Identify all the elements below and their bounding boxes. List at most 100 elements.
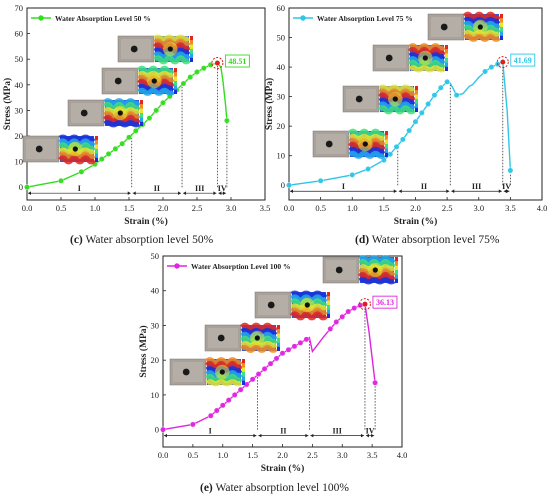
- strain-field-colorbar-seg: [385, 152, 388, 157]
- stage-label: II: [421, 182, 427, 191]
- strain-field-band: [153, 34, 191, 42]
- data-point: [399, 136, 406, 143]
- strain-field-colorbar-seg: [415, 99, 418, 104]
- y-tick-label: 50: [277, 33, 286, 43]
- stage-arrow-head: [365, 433, 369, 438]
- chart-d: 0.0 0.5 1.0 1.5 2.0 2.5 3.0 3.5 4.0 0 10 20 30 40 50 60…: [264, 3, 547, 227]
- x-tick-label: 0.5: [56, 203, 67, 213]
- strain-field-band: [136, 65, 176, 75]
- inset-photo-d-2: [342, 84, 418, 115]
- data-point: [345, 308, 352, 315]
- caption-c: (c) Water absorption level 50%: [70, 234, 213, 246]
- stage-arrow-head: [503, 189, 507, 194]
- strain-field-band: [463, 33, 501, 42]
- stage-label: I: [78, 184, 81, 193]
- data-point: [187, 74, 194, 81]
- data-point: [406, 127, 413, 134]
- strain-field-colorbar-seg: [174, 76, 177, 81]
- strain-field-colorbar-seg: [327, 300, 330, 305]
- data-point: [327, 326, 334, 332]
- stage-arrow-head: [446, 189, 450, 194]
- strain-field-colorbar-seg: [190, 44, 193, 49]
- x-tick-label: 0.5: [188, 450, 199, 460]
- y-tick-label: 60: [277, 3, 286, 13]
- inset-photo-e-4: [322, 255, 398, 285]
- x-tick-label: 1.5: [247, 450, 258, 460]
- data-point: [333, 319, 340, 325]
- data-point: [425, 101, 432, 107]
- x-tick-label: 2.5: [192, 203, 203, 213]
- data-point: [146, 115, 153, 121]
- data-point: [207, 412, 214, 419]
- stage-arrow-head: [183, 191, 187, 195]
- legend-label: Water Absorption Level 75 %: [317, 14, 413, 23]
- y-tick-label: 10: [15, 157, 24, 167]
- legend-marker: [174, 263, 180, 269]
- strain-field-colorbar-seg: [395, 270, 398, 275]
- strain-field-colorbar-seg: [174, 72, 177, 77]
- data-point: [297, 339, 304, 346]
- x-axis-label: Strain (%): [261, 463, 305, 474]
- strain-field-hole: [422, 55, 428, 61]
- strain-field-band: [377, 105, 417, 115]
- strain-field-colorbar-seg: [395, 261, 398, 266]
- peak-circle: [358, 298, 371, 311]
- specimen-hole: [35, 145, 43, 153]
- strain-field-band: [58, 134, 96, 142]
- x-tick-label: 1.0: [347, 203, 358, 213]
- caption-d: (d) Water absorption level 75%: [355, 234, 500, 246]
- y-tick-label: 20: [151, 355, 160, 365]
- strain-field-colorbar-seg: [415, 90, 418, 95]
- y-tick-label: 0: [281, 180, 285, 190]
- strain-field-colorbar-seg: [395, 278, 398, 283]
- y-axis-label: Stress (MPa): [2, 78, 13, 130]
- strain-field-colorbar-seg: [385, 139, 388, 144]
- strain-field-colorbar-seg: [415, 107, 418, 112]
- data-point: [357, 302, 364, 309]
- strain-field-band: [103, 98, 141, 107]
- stage-label: IV: [218, 184, 227, 193]
- strain-field-colorbar-seg: [395, 257, 398, 262]
- caption-e-tag: (e): [200, 482, 213, 494]
- strain-field-colorbar-seg: [140, 117, 143, 122]
- inset-photo-c-3: [101, 65, 177, 96]
- strain-field-colorbar-seg: [445, 66, 448, 71]
- strain-field-colorbar-seg: [95, 153, 98, 158]
- x-tick-label: 2.0: [277, 450, 288, 460]
- caption-d-text: Water absorption level 75%: [371, 234, 500, 246]
- stage-arrow-head: [506, 189, 510, 194]
- strain-field-hole: [372, 267, 378, 273]
- x-tick-label: 3.5: [505, 203, 516, 213]
- inset-photo-e-1: [169, 357, 245, 387]
- strain-field-colorbar-seg: [277, 325, 280, 330]
- x-tick-label: 2.5: [307, 450, 318, 460]
- y-tick-label: 40: [15, 80, 24, 90]
- strain-field-band: [152, 55, 192, 65]
- stage-label: II: [154, 184, 160, 193]
- strain-field-colorbar-seg: [190, 53, 193, 58]
- strain-field-hole: [254, 335, 260, 341]
- strain-field-colorbar-seg: [95, 149, 98, 154]
- strain-field-colorbar-seg: [415, 86, 418, 91]
- strain-field-colorbar-seg: [327, 305, 330, 310]
- legend-label: Water Absorption Level 100 %: [191, 262, 290, 271]
- inset-photo-e-3: [254, 290, 330, 321]
- y-tick-label: 40: [151, 286, 160, 296]
- stage-label: I: [342, 182, 345, 191]
- y-tick-label: 10: [277, 151, 286, 161]
- peak-value-label: 48.51: [228, 57, 246, 66]
- strain-field-colorbar-seg: [242, 372, 245, 377]
- data-point: [112, 145, 119, 152]
- strain-field-colorbar-seg: [395, 274, 398, 279]
- data-point: [224, 117, 230, 124]
- data-point: [273, 355, 280, 362]
- strain-field-hole: [72, 146, 78, 152]
- data-point: [58, 177, 64, 184]
- stage-arrow-head: [222, 191, 226, 195]
- data-point: [444, 78, 451, 85]
- y-tick-label: 50: [151, 251, 160, 261]
- x-tick-label: 3.0: [337, 450, 348, 460]
- data-point: [286, 182, 292, 189]
- inset-photo-d-4: [427, 11, 503, 42]
- strain-field-colorbar-seg: [140, 121, 143, 126]
